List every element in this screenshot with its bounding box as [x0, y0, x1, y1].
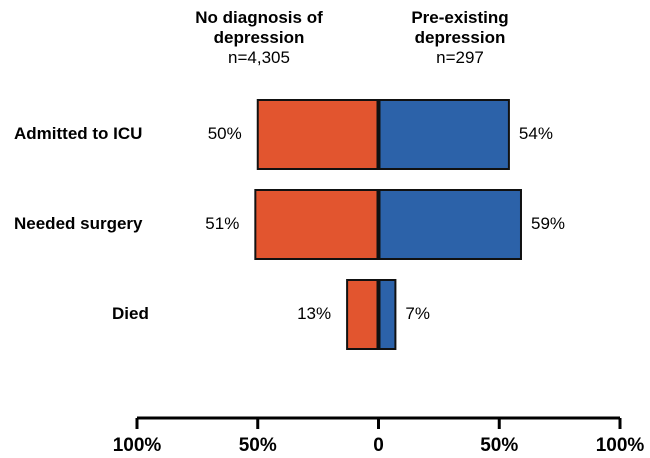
value-label: 50%	[208, 124, 242, 143]
bar	[377, 189, 522, 260]
value-label: 7%	[405, 304, 430, 323]
bar	[346, 279, 380, 350]
bar	[377, 99, 510, 170]
bar	[256, 99, 380, 170]
x-tick-label: 100%	[596, 435, 645, 456]
value-label: 13%	[297, 304, 331, 323]
bar	[377, 279, 397, 350]
value-label: 51%	[205, 214, 239, 233]
right-header: Pre-existing depression n=297	[385, 8, 535, 68]
series-name: No diagnosis of depression	[195, 8, 323, 47]
left-header: No diagnosis of depression n=4,305	[184, 8, 334, 68]
category-label: Needed surgery	[14, 214, 143, 233]
series-name: Pre-existing depression	[411, 8, 509, 47]
series-n: n=4,305	[228, 48, 290, 67]
x-tick-label: 50%	[480, 435, 518, 456]
series-n: n=297	[436, 48, 484, 67]
value-label: 54%	[519, 124, 553, 143]
category-label: Died	[112, 304, 149, 323]
x-tick-label: 50%	[239, 435, 277, 456]
bar	[254, 189, 380, 260]
value-label: 59%	[531, 214, 565, 233]
x-tick-label: 0	[373, 435, 384, 456]
category-label: Admitted to ICU	[14, 124, 142, 143]
x-tick-label: 100%	[113, 435, 162, 456]
